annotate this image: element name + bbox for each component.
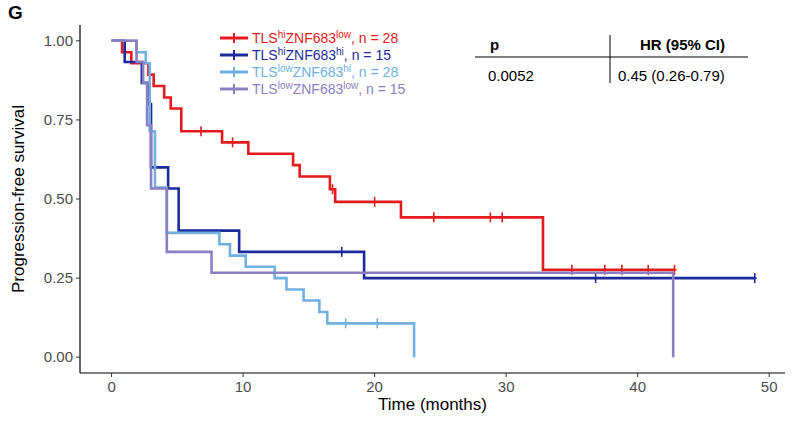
text-part: TLS [252, 30, 278, 46]
y-tick [76, 278, 80, 279]
legend-label: TLShiZNF683hi, n = 15 [252, 46, 391, 64]
legend-label: TLSlowZNF683hi, n = 28 [252, 63, 398, 81]
x-tick [243, 373, 244, 377]
censor-tick [373, 201, 377, 203]
superscript: low [278, 63, 294, 74]
x-axis-title: Time (months) [378, 395, 487, 414]
censor-tick [603, 269, 607, 271]
censor-mark [373, 197, 377, 207]
censor-mark [331, 184, 335, 194]
x-tick-label: 50 [761, 378, 778, 395]
y-tick [76, 357, 80, 358]
table-divider [610, 35, 611, 83]
y-axis-title: Progression-free survival [9, 105, 28, 293]
censor-tick [753, 277, 757, 279]
censor-tick [646, 269, 650, 271]
text-part: TLS [252, 64, 278, 80]
y-tick [76, 40, 80, 41]
censor-tick [432, 217, 436, 219]
y-tick-label: 0.50 [44, 190, 73, 207]
superscript: hi [278, 46, 286, 57]
table-header: HR (95% CI) [640, 36, 725, 53]
x-tick [374, 373, 375, 377]
censor-mark [375, 318, 379, 328]
plot-area [112, 41, 757, 357]
legend-marker [233, 84, 235, 94]
censor-mark [488, 212, 492, 222]
superscript: hi [343, 63, 351, 74]
x-axis-line [80, 372, 785, 373]
text-part: ZNF683 [285, 47, 336, 63]
censor-tick [620, 269, 624, 271]
censor-mark [231, 137, 235, 147]
superscript: hi [336, 46, 344, 57]
censor-tick [199, 130, 203, 132]
table-rule [475, 57, 748, 58]
superscript: hi [278, 29, 286, 40]
censor-tick [488, 217, 492, 219]
x-tick [506, 373, 507, 377]
table-value: 0.45 (0.26-0.79) [618, 67, 725, 84]
x-tick-label: 30 [498, 378, 515, 395]
legend-label: TLSlowZNF683low, n = 15 [252, 80, 406, 98]
text-part: , n = 15 [344, 47, 391, 63]
censor-tick [331, 188, 335, 190]
censor-mark [340, 247, 344, 257]
censor-tick [375, 323, 379, 325]
text-part: TLS [252, 81, 278, 97]
censor-mark [753, 273, 757, 283]
stats-table: p HR (95% CI) 0.0052 0.45 (0.26-0.79) [475, 35, 748, 84]
y-tick-label: 0.25 [44, 269, 73, 286]
censor-mark [500, 212, 504, 222]
table-header: p [490, 36, 499, 53]
x-tick-label: 40 [629, 378, 646, 395]
survival-curve [112, 41, 415, 357]
survival-curve [112, 41, 674, 357]
x-tick [637, 373, 638, 377]
y-tick-label: 1.00 [44, 32, 73, 49]
x-tick [769, 373, 770, 377]
censor-tick [340, 251, 344, 253]
text-part: , n = 15 [358, 81, 405, 97]
y-tick-label: 0.75 [44, 111, 73, 128]
censor-mark [594, 273, 598, 283]
x-tick-label: 0 [107, 378, 115, 395]
text-part: ZNF683 [285, 30, 336, 46]
censor-mark [432, 212, 436, 222]
censor-mark [344, 318, 348, 328]
legend-marker [233, 50, 235, 60]
chart-svg: G 0 10 20 30 40 50 0.00 0.25 0.50 0.75 1.00 Time (mo… [0, 0, 800, 437]
legend-label: TLShiZNF683low, n = 28 [252, 29, 398, 47]
y-tick-label: 0.00 [44, 348, 73, 365]
superscript: low [336, 29, 352, 40]
censor-tick [231, 142, 235, 144]
chart: G 0 10 20 30 40 50 0.00 0.25 0.50 0.75 1.00 Time (mo… [0, 0, 800, 437]
superscript: low [343, 80, 359, 91]
y-tick [76, 199, 80, 200]
x-tick-label: 20 [366, 378, 383, 395]
legend-marker [233, 33, 235, 43]
censor-tick [500, 217, 504, 219]
censor-tick [594, 277, 598, 279]
censor-tick [570, 269, 574, 271]
legend: TLShiZNF683low, n = 28TLShiZNF683hi, n =… [220, 29, 406, 98]
y-tick [76, 119, 80, 120]
text-part: TLS [252, 47, 278, 63]
text-part: , n = 28 [351, 30, 398, 46]
survival-curve [112, 41, 755, 278]
censor-tick [673, 269, 677, 271]
panel-label: G [8, 2, 23, 23]
text-part: ZNF683 [293, 81, 344, 97]
text-part: , n = 28 [351, 64, 398, 80]
text-part: ZNF683 [293, 64, 344, 80]
table-value: 0.0052 [488, 67, 534, 84]
superscript: low [278, 80, 294, 91]
censor-tick [344, 323, 348, 325]
legend-marker [233, 67, 235, 77]
censor-mark [199, 126, 203, 136]
survival-curve [112, 41, 675, 270]
x-tick-label: 10 [235, 378, 252, 395]
x-tick [111, 373, 112, 377]
